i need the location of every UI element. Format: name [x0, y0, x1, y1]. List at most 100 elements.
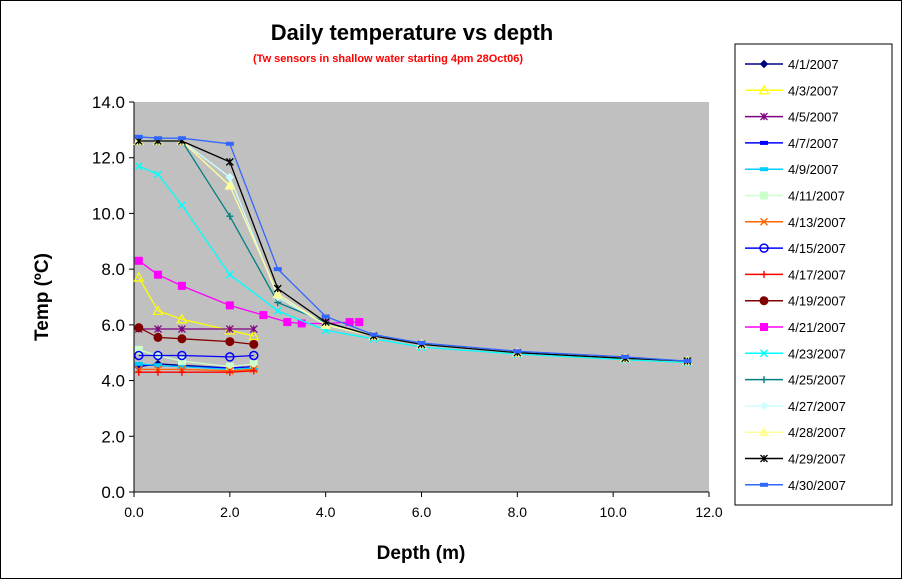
data-point	[224, 324, 236, 335]
data-point	[153, 350, 163, 361]
legend-marker	[759, 296, 769, 306]
legend-label: 4/9/2007	[788, 162, 839, 177]
legend-marker	[759, 401, 769, 411]
data-point	[225, 270, 234, 279]
data-point	[248, 330, 260, 341]
data-point	[250, 367, 258, 375]
data-point	[321, 318, 330, 327]
series-line	[138, 354, 254, 358]
y-axis-title: Temp (ºC)	[32, 253, 53, 341]
data-point	[283, 318, 292, 327]
y-tick-label: 4.0	[101, 372, 125, 391]
data-point	[134, 350, 144, 361]
data-point	[683, 359, 692, 364]
legend-label: 4/19/2007	[788, 294, 846, 309]
legend-item: 4/1/2007	[745, 57, 839, 72]
data-point	[225, 352, 235, 362]
legend-item: 4/17/2007	[745, 267, 846, 282]
data-point	[134, 345, 143, 354]
data-point	[177, 201, 186, 210]
data-point	[177, 350, 187, 361]
data-point	[178, 368, 186, 376]
legend-item: 4/9/2007	[745, 162, 839, 177]
legend-marker	[760, 323, 768, 331]
legend-marker	[760, 454, 768, 463]
data-point	[176, 313, 188, 324]
y-tick-label: 14.0	[92, 93, 125, 112]
data-point	[133, 271, 145, 282]
legend-label: 4/25/2007	[788, 373, 846, 388]
legend-marker	[759, 59, 769, 69]
legend-marker	[760, 191, 768, 200]
series-4/15/2007	[134, 350, 259, 362]
legend-marker	[760, 140, 768, 145]
data-point	[513, 349, 522, 354]
data-point	[321, 314, 330, 319]
data-point	[177, 334, 187, 344]
y-tick-label: 0.0	[101, 483, 125, 502]
data-point	[249, 339, 259, 349]
x-tick-label: 10.0	[600, 504, 627, 520]
legend-item: 4/27/2007	[745, 399, 846, 414]
series-line	[138, 260, 360, 325]
legend-marker	[760, 112, 768, 121]
x-tick-label: 8.0	[508, 504, 528, 520]
legend-item: 4/28/2007	[745, 425, 846, 440]
legend-marker	[760, 376, 768, 384]
data-point	[226, 368, 234, 376]
x-tick-label: 6.0	[412, 504, 432, 520]
legend-label: 4/11/2007	[788, 189, 845, 204]
legend-item: 4/21/2007	[745, 320, 846, 335]
y-tick-label: 8.0	[101, 260, 125, 279]
legend-marker	[760, 217, 768, 226]
plot-area	[134, 102, 709, 492]
legend-item: 4/7/2007	[745, 136, 839, 151]
data-point	[272, 288, 284, 299]
data-point	[153, 270, 162, 279]
data-point	[259, 311, 268, 320]
data-point	[153, 136, 162, 141]
data-point	[369, 332, 378, 337]
legend-label: 4/21/2007	[788, 320, 846, 335]
legend-item: 4/30/2007	[745, 478, 846, 493]
data-point	[417, 340, 426, 345]
data-point	[226, 212, 234, 220]
axes: 0.0 2.0 4.0 6.0 8.0 10.0 12.0 14.0 0.0 2.0 4.0 6.0 8…	[92, 93, 723, 520]
legend-label: 4/23/2007	[788, 346, 846, 361]
legend-item: 4/29/2007	[745, 452, 846, 467]
data-point	[134, 162, 143, 171]
data-point	[249, 350, 259, 361]
legend-marker	[758, 84, 770, 95]
data-point	[153, 325, 162, 333]
data-point	[273, 284, 282, 293]
data-point	[177, 281, 186, 290]
y-tick-label: 10.0	[92, 204, 125, 223]
series-4/29/2007	[134, 137, 692, 366]
data-point	[153, 170, 162, 179]
legend-marker	[760, 270, 768, 278]
data-point	[621, 354, 630, 359]
legend-label: 4/13/2007	[788, 215, 846, 230]
data-point	[134, 256, 143, 265]
legend-item: 4/11/2007	[745, 189, 845, 204]
data-point	[225, 141, 234, 146]
data-point	[153, 363, 162, 368]
x-tick-label: 4.0	[316, 504, 336, 520]
legend-entries: 4/1/2007 4/3/2007 4/5/2007 4/7/2007 4/9/2007…	[745, 57, 846, 493]
legend-marker	[760, 482, 768, 487]
data-point	[134, 323, 144, 333]
data-point	[249, 325, 258, 333]
legend-item: 4/5/2007	[745, 110, 839, 125]
data-point	[153, 332, 163, 342]
series-4/19/2007	[134, 323, 259, 349]
legend-item: 4/15/2007	[745, 241, 846, 256]
x-tick-label: 0.0	[124, 504, 144, 520]
data-point	[225, 157, 234, 166]
series-4/21/2007	[134, 256, 364, 328]
data-point	[225, 325, 234, 333]
data-point	[177, 325, 186, 333]
legend-item: 4/13/2007	[745, 215, 846, 230]
legend-item: 4/19/2007	[745, 294, 846, 309]
